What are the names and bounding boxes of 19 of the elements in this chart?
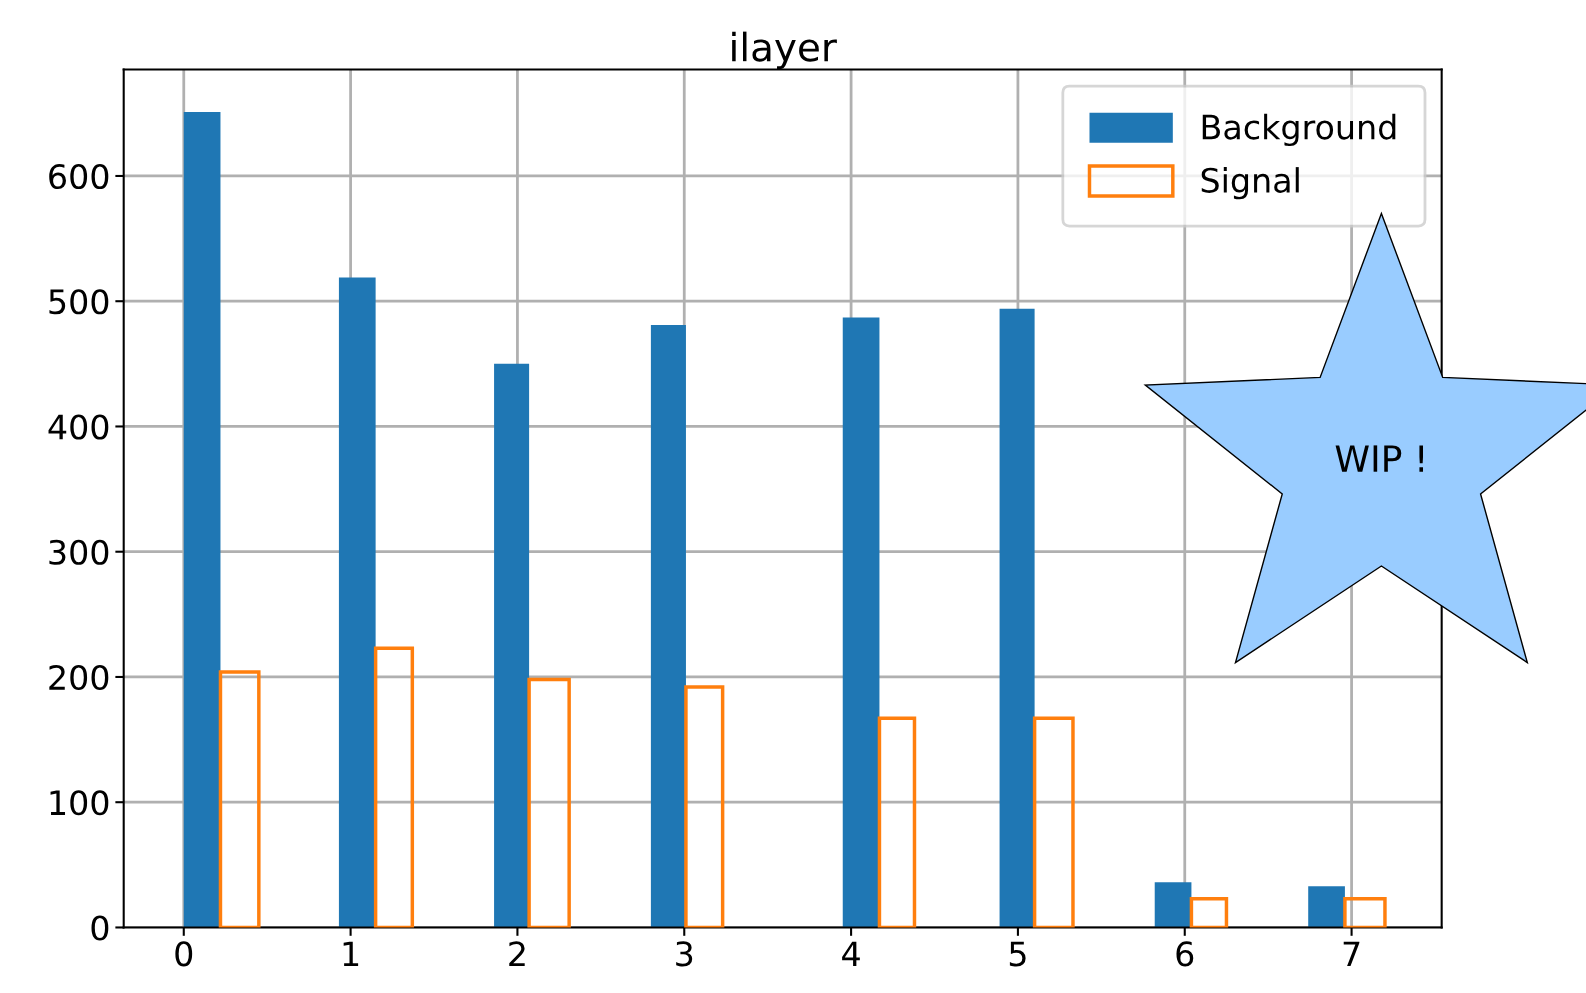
- legend-label: Signal: [1201, 167, 1299, 200]
- x-tick-label: 0: [175, 941, 193, 967]
- x-tick-label: 3: [676, 941, 693, 967]
- x-tick-label: 2: [509, 941, 525, 966]
- y-tick-label: 300: [49, 539, 109, 565]
- y-tick-label: 100: [50, 790, 109, 816]
- x-tick-label: 5: [1009, 941, 1026, 967]
- x-tick-label: 7: [1343, 941, 1360, 966]
- x-tick-label: 4: [842, 941, 860, 966]
- chart-title: ilayer: [732, 31, 837, 70]
- x-tick-label: 6: [1176, 941, 1194, 967]
- y-tick-label: 500: [49, 289, 109, 315]
- legend-label: Background: [1202, 113, 1396, 147]
- annotation: WIP !: [1335, 445, 1423, 472]
- x-tick-label: 1: [343, 941, 359, 966]
- y-tick-label: 0: [91, 915, 109, 941]
- y-tick-label: 400: [48, 414, 109, 440]
- y-tick-label: 600: [49, 163, 109, 190]
- y-tick-label: 200: [49, 664, 109, 691]
